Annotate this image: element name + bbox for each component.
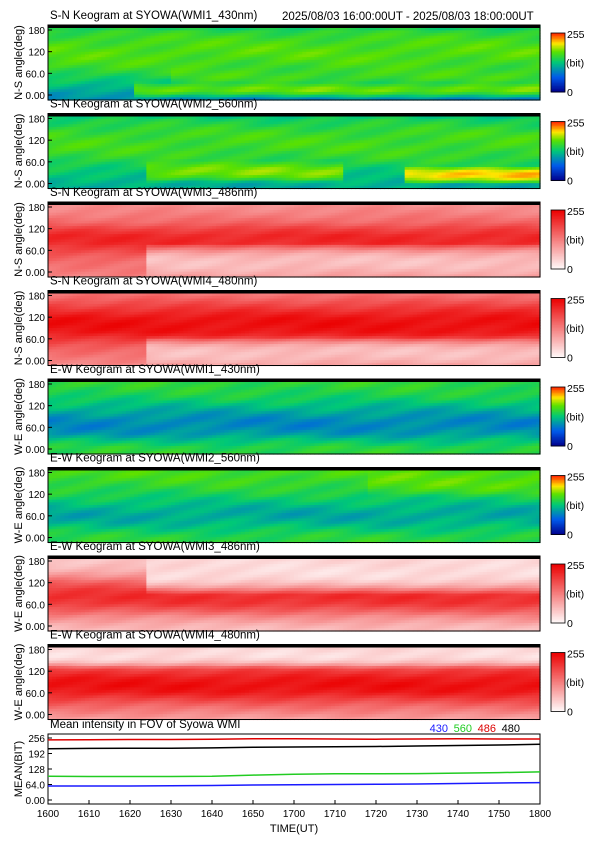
- y-tick-label: 60.0: [26, 69, 46, 80]
- panel-title: S-N Keogram at SYOWA(WMI2_560nm): [50, 99, 257, 111]
- colorbar-max-label: 255: [567, 29, 585, 41]
- keogram-panel: S-N Keogram at SYOWA(WMI1_430nm) N-S angl…: [13, 10, 585, 102]
- time-range-label: 2025/08/03 16:00:00UT - 2025/08/03 18:00…: [282, 11, 534, 23]
- y-axis-label: N-S angle(deg): [13, 114, 25, 189]
- heatmap-image: [48, 114, 541, 190]
- colorbar-min-label: 0: [567, 87, 573, 99]
- y-tick-label: 0.00: [26, 91, 46, 102]
- y-tick-label: 180: [28, 26, 45, 37]
- heatmap-image: [48, 25, 541, 101]
- keogram-panels: S-N Keogram at SYOWA(WMI1_430nm) N-S angl…: [13, 10, 585, 722]
- y-tick-label: 120: [28, 48, 45, 59]
- y-axis-label: N-S angle(deg): [13, 25, 25, 100]
- panel-title: S-N Keogram at SYOWA(WMI1_430nm): [50, 10, 257, 22]
- colorbar-unit-label: (bit): [566, 58, 584, 70]
- keogram-panel: S-N Keogram at SYOWA(WMI2_560nm) N-S angl…: [13, 99, 585, 191]
